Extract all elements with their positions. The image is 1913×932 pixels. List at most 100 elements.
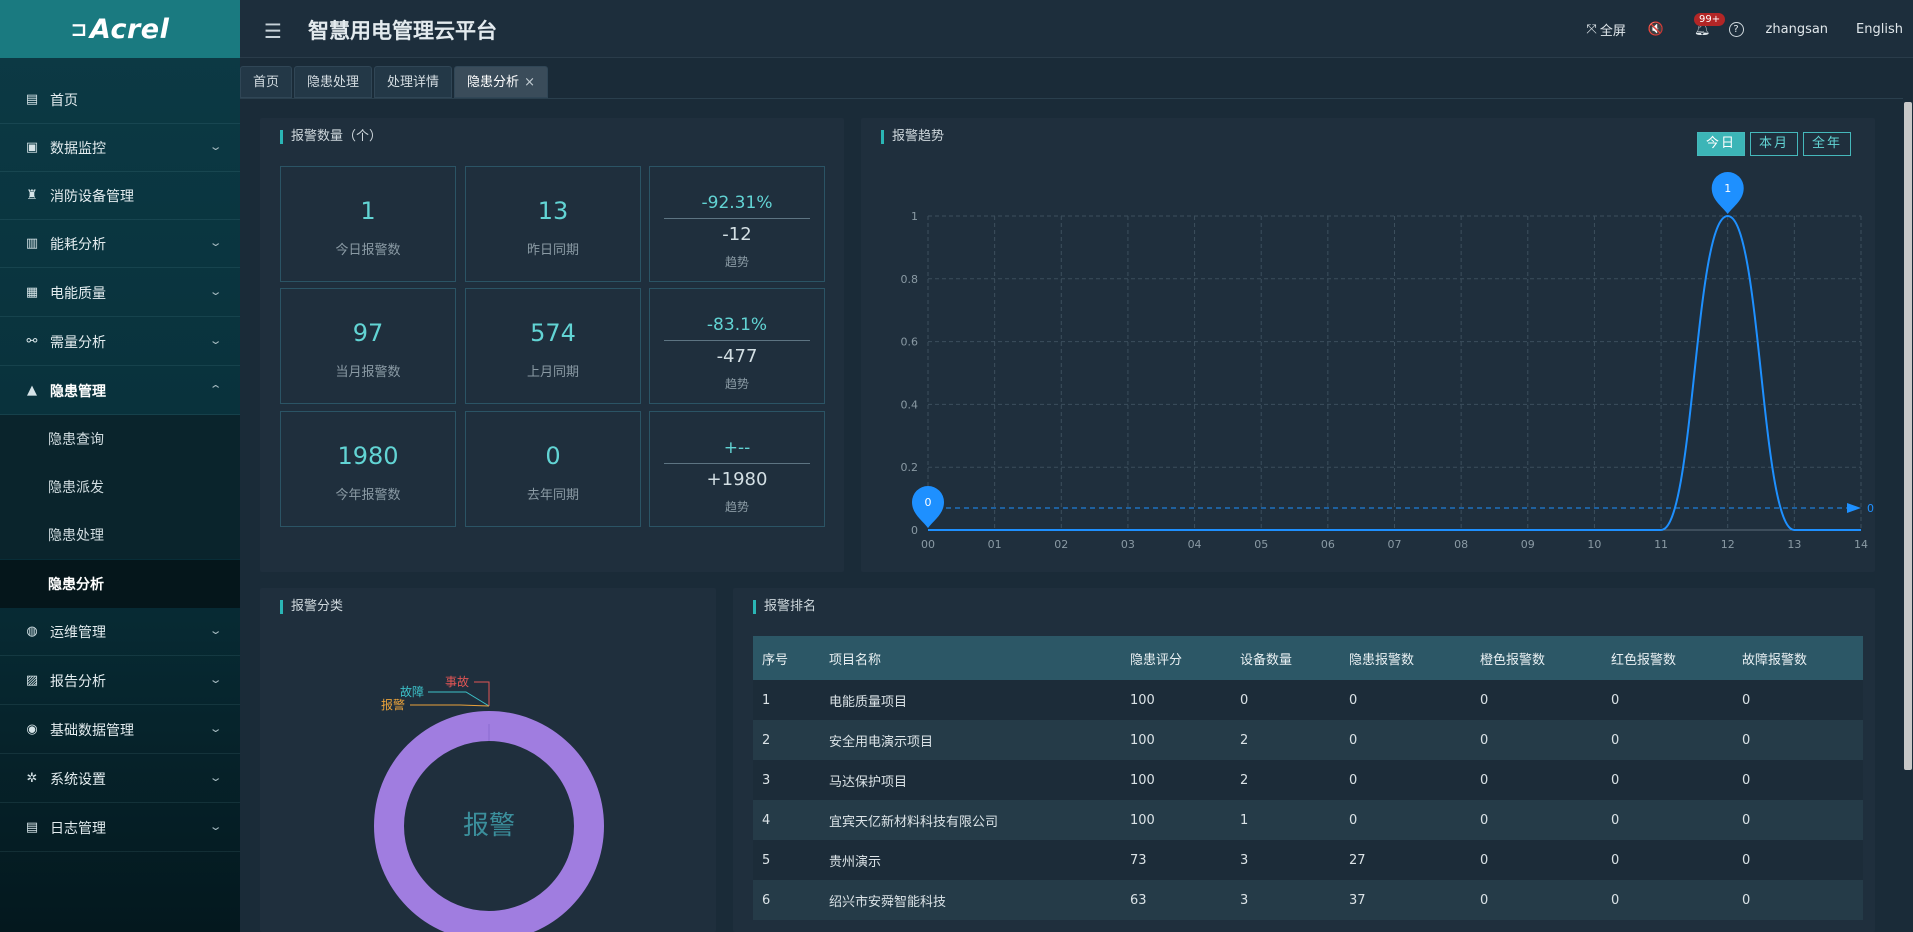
table-cell: 0: [1480, 732, 1489, 748]
ranking-title: 报警排名: [753, 600, 816, 614]
sidebar-item-system-settings[interactable]: ✲ 系统设置 ⌄: [0, 755, 240, 803]
sidebar-subitem-hazard-handling[interactable]: 隐患处理: [0, 511, 240, 559]
help-icon[interactable]: ?: [1728, 21, 1744, 37]
sidebar-subitem-hazard-analysis[interactable]: 隐患分析: [0, 560, 240, 608]
sidebar-item-operations[interactable]: ◍ 运维管理 ⌄: [0, 608, 240, 656]
stat-daily-trend: -92.31% -12 趋势: [649, 166, 825, 282]
stat-month-count: 97 当月报警数: [280, 288, 456, 404]
sidebar-subitem-hazard-dispatch[interactable]: 隐患派发: [0, 463, 240, 511]
table-cell: 2: [1240, 772, 1249, 788]
trend-label: 趋势: [724, 500, 749, 514]
label-line-alarm: [410, 704, 490, 707]
table-cell: 0: [1611, 892, 1620, 908]
sidebar-item-label: 需量分析: [50, 334, 106, 351]
table-cell: 0: [1611, 732, 1620, 748]
y-tick-label: 0.8: [901, 273, 919, 286]
sidebar-item-demand[interactable]: ⚯ 需量分析 ⌄: [0, 318, 240, 366]
table-cell: 0: [1742, 892, 1751, 908]
classification-title: 报警分类: [280, 600, 343, 614]
sidebar-item-home[interactable]: ▤ 首页: [0, 76, 240, 124]
table-cell: 3: [1240, 892, 1249, 908]
warning-icon: ▲: [27, 382, 37, 398]
y-tick-label: 0.4: [901, 398, 919, 411]
table-cell: 6: [762, 892, 771, 908]
range-year-button[interactable]: 全年: [1803, 132, 1851, 156]
table-cell: 贵州演示: [829, 854, 882, 870]
stat-today-count: 1 今日报警数: [280, 166, 456, 282]
trend-percent: -83.1%: [706, 315, 768, 335]
stat-label: 昨日同期: [526, 243, 579, 258]
mute-icon[interactable]: 🔇: [1647, 21, 1665, 37]
table-cell: 100: [1130, 772, 1155, 788]
report-icon: ▨: [25, 672, 39, 688]
table-header-cell: 故障报警数: [1742, 652, 1808, 668]
table-header-cell: 隐患评分: [1130, 652, 1183, 668]
language-switch[interactable]: English: [1856, 21, 1903, 37]
scrollbar-track[interactable]: [1903, 98, 1913, 932]
table-cell: 100: [1130, 732, 1155, 748]
close-icon[interactable]: ×: [524, 75, 535, 90]
user-name[interactable]: zhangsan: [1765, 21, 1829, 37]
x-tick-label: 11: [1654, 538, 1668, 551]
label-line-fault: [428, 691, 490, 707]
scrollbar-thumb[interactable]: [1904, 102, 1912, 770]
fullscreen-button[interactable]: ⤧ 全屏: [1586, 20, 1625, 39]
alarm-trend-title: 报警趋势: [881, 130, 944, 144]
tab-home[interactable]: 首页: [240, 66, 293, 98]
tab-label: 首页: [253, 75, 280, 90]
x-tick-label: 02: [1054, 538, 1068, 551]
table-cell: 宜宾天亿新材料科技有限公司: [829, 814, 999, 830]
table-cell: 0: [1742, 692, 1751, 708]
range-month-button[interactable]: 本月: [1750, 132, 1798, 156]
stat-value: 13: [537, 197, 569, 225]
table-cell: 0: [1611, 812, 1620, 828]
sidebar-item-energy[interactable]: ▥ 能耗分析 ⌄: [0, 220, 240, 268]
y-tick-label: 0.6: [901, 336, 919, 349]
sidebar-item-base-data[interactable]: ◉ 基础数据管理 ⌄: [0, 706, 240, 754]
sidebar-item-fire-equipment[interactable]: ♜ 消防设备管理: [0, 172, 240, 220]
chevron-down-icon: ⌄: [208, 673, 223, 686]
stat-label: 今日报警数: [335, 243, 401, 258]
stat-label: 去年同期: [526, 488, 579, 503]
table-cell: 0: [1349, 692, 1358, 708]
tab-hazard-analysis[interactable]: 隐患分析 ×: [454, 66, 548, 98]
tab-handling-detail[interactable]: 处理详情: [374, 66, 453, 98]
chevron-down-icon: ⌄: [208, 140, 223, 153]
table-header-cell: 设备数量: [1240, 652, 1293, 668]
sidebar-item-logs[interactable]: ▤ 日志管理 ⌄: [0, 804, 240, 852]
x-tick-label: 01: [988, 538, 1002, 551]
sidebar-item-label: 数据监控: [50, 140, 106, 157]
min-marker-label: 0: [925, 496, 932, 509]
alarm-trend-panel: 报警趋势 今日 本月 全年 0 0.2 0.4 0.6 0.8 1 00 01 02 03 04 05…: [861, 118, 1875, 572]
app-title: 智慧用电管理云平台: [308, 19, 497, 43]
menu-collapse-icon[interactable]: ☰: [264, 19, 282, 43]
max-marker-label: 1: [1724, 182, 1731, 195]
series-line: [928, 214, 1861, 531]
tab-hazard-handling[interactable]: 隐患处理: [294, 66, 373, 98]
trend-divider: [664, 218, 810, 219]
sidebar-item-hazard-management[interactable]: ▲ 隐患管理 ⌃: [0, 367, 240, 415]
sidebar-item-power-quality[interactable]: ▦ 电能质量 ⌄: [0, 269, 240, 317]
tab-divider: [240, 98, 1913, 99]
range-today-button[interactable]: 今日: [1697, 132, 1745, 156]
donut-center-label: 报警: [463, 811, 515, 841]
logo-mark-icon: ⊐: [70, 17, 88, 41]
sidebar-item-label: 日志管理: [50, 820, 106, 837]
tab-label: 处理详情: [387, 75, 440, 90]
chevron-down-icon: ⌄: [208, 624, 223, 637]
table-cell: 0: [1611, 852, 1620, 868]
table-cell: 电能质量项目: [829, 694, 908, 710]
y-tick-label: 1: [911, 210, 918, 223]
sidebar-item-data-monitor[interactable]: ▣ 数据监控 ⌄: [0, 124, 240, 172]
table-cell: 0: [1480, 812, 1489, 828]
stat-yesterday-count: 13 昨日同期: [465, 166, 641, 282]
table-cell: 0: [1349, 812, 1358, 828]
sidebar-item-reports[interactable]: ▨ 报告分析 ⌄: [0, 657, 240, 705]
stat-label: 上月同期: [526, 365, 579, 380]
stat-value: 574: [530, 319, 576, 347]
database-icon: ◉: [26, 721, 38, 737]
x-tick-label: 03: [1121, 538, 1135, 551]
sidebar-subitem-hazard-query[interactable]: 隐患查询: [0, 415, 240, 463]
table-row: 6 绍兴市安舜智能科技 63 3 37 0 0 0: [753, 880, 1863, 920]
